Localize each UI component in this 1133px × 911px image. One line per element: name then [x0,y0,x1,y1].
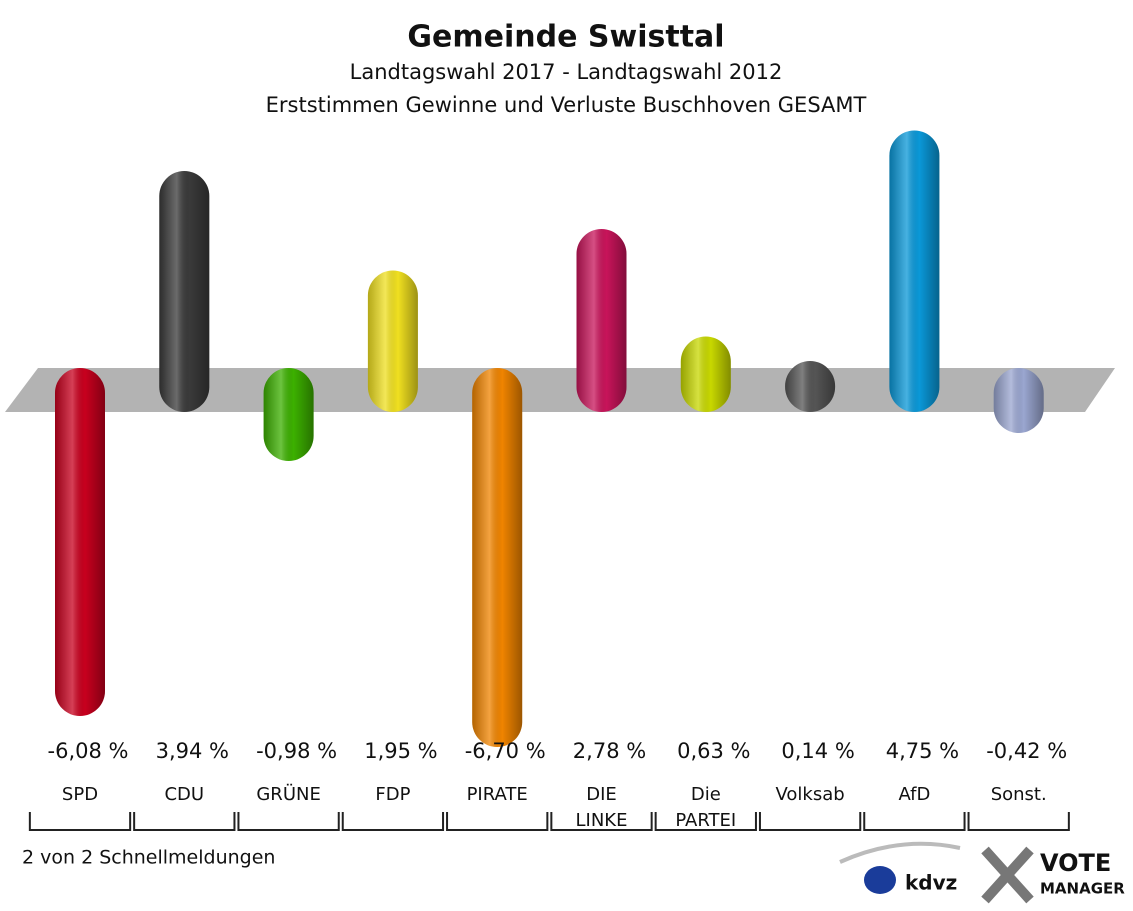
category-bracket [863,812,966,831]
bar-shine [993,368,1044,433]
bar-shine [367,270,418,412]
x-tick-label: Die PARTEI [675,784,736,831]
x-tick-label: Sonst. [991,784,1047,805]
x-tick-label: Volksab [776,784,845,805]
value-label: -6,70 % [465,739,546,763]
bar-shine [55,368,105,716]
bar-shine [472,368,523,747]
value-label: -0,42 % [986,739,1067,763]
category-bracket [446,812,549,831]
x-tick-label: AfD [898,784,930,805]
category-bracket [237,812,340,831]
category-bracket [28,812,132,831]
bar-shine [576,229,627,412]
category-bracket [550,812,653,831]
category-bracket [967,812,1070,831]
logo-text: VOTE [1040,849,1111,877]
bar-shine [889,130,940,412]
x-tick-label: GRÜNE [256,783,320,805]
bar-shine [159,171,210,412]
value-label: 2,78 % [573,739,646,763]
logo-text: MANAGER [1040,880,1125,898]
value-label: -6,08 % [48,739,129,763]
logo: kdvz VOTE MANAGER [839,841,1125,904]
bars: -6,08 % SPD 3,94 % CDU -0,98 % GRÜNE 1,95 % FDP… [28,130,1070,831]
chart-subtitle: Landtagswahl 2017 - Landtagswahl 2012 [350,60,783,84]
x-tick-label: FDP [375,784,410,805]
category-bracket [758,812,862,831]
category-bracket [654,812,757,831]
x-tick-label: PIRATE [467,784,528,805]
logo-x [981,846,1034,904]
value-label: -0,98 % [256,739,337,763]
value-label: 0,14 % [781,739,854,763]
footnote: 2 von 2 Schnellmeldungen [22,847,275,869]
x-tick-label: DIE LINKE [576,784,628,831]
logo-text: kdvz [905,871,957,895]
x-tick-label: CDU [164,784,204,805]
x-tick-label: SPD [62,784,98,805]
chart-title: Gemeinde Swisttal [407,20,724,55]
bar-shine [785,361,836,412]
logo-ball [864,866,896,894]
value-label: 0,63 % [677,739,750,763]
value-label: 1,95 % [364,739,437,763]
category-bracket [133,812,236,831]
value-label: 3,94 % [156,739,229,763]
chart-subtitle: Erststimmen Gewinne und Verluste Buschho… [266,93,867,117]
bar-shine [263,368,314,461]
logo-swoosh [839,841,961,864]
category-bracket [341,812,445,831]
value-label: 4,75 % [886,739,959,763]
bar-shine [680,336,731,412]
